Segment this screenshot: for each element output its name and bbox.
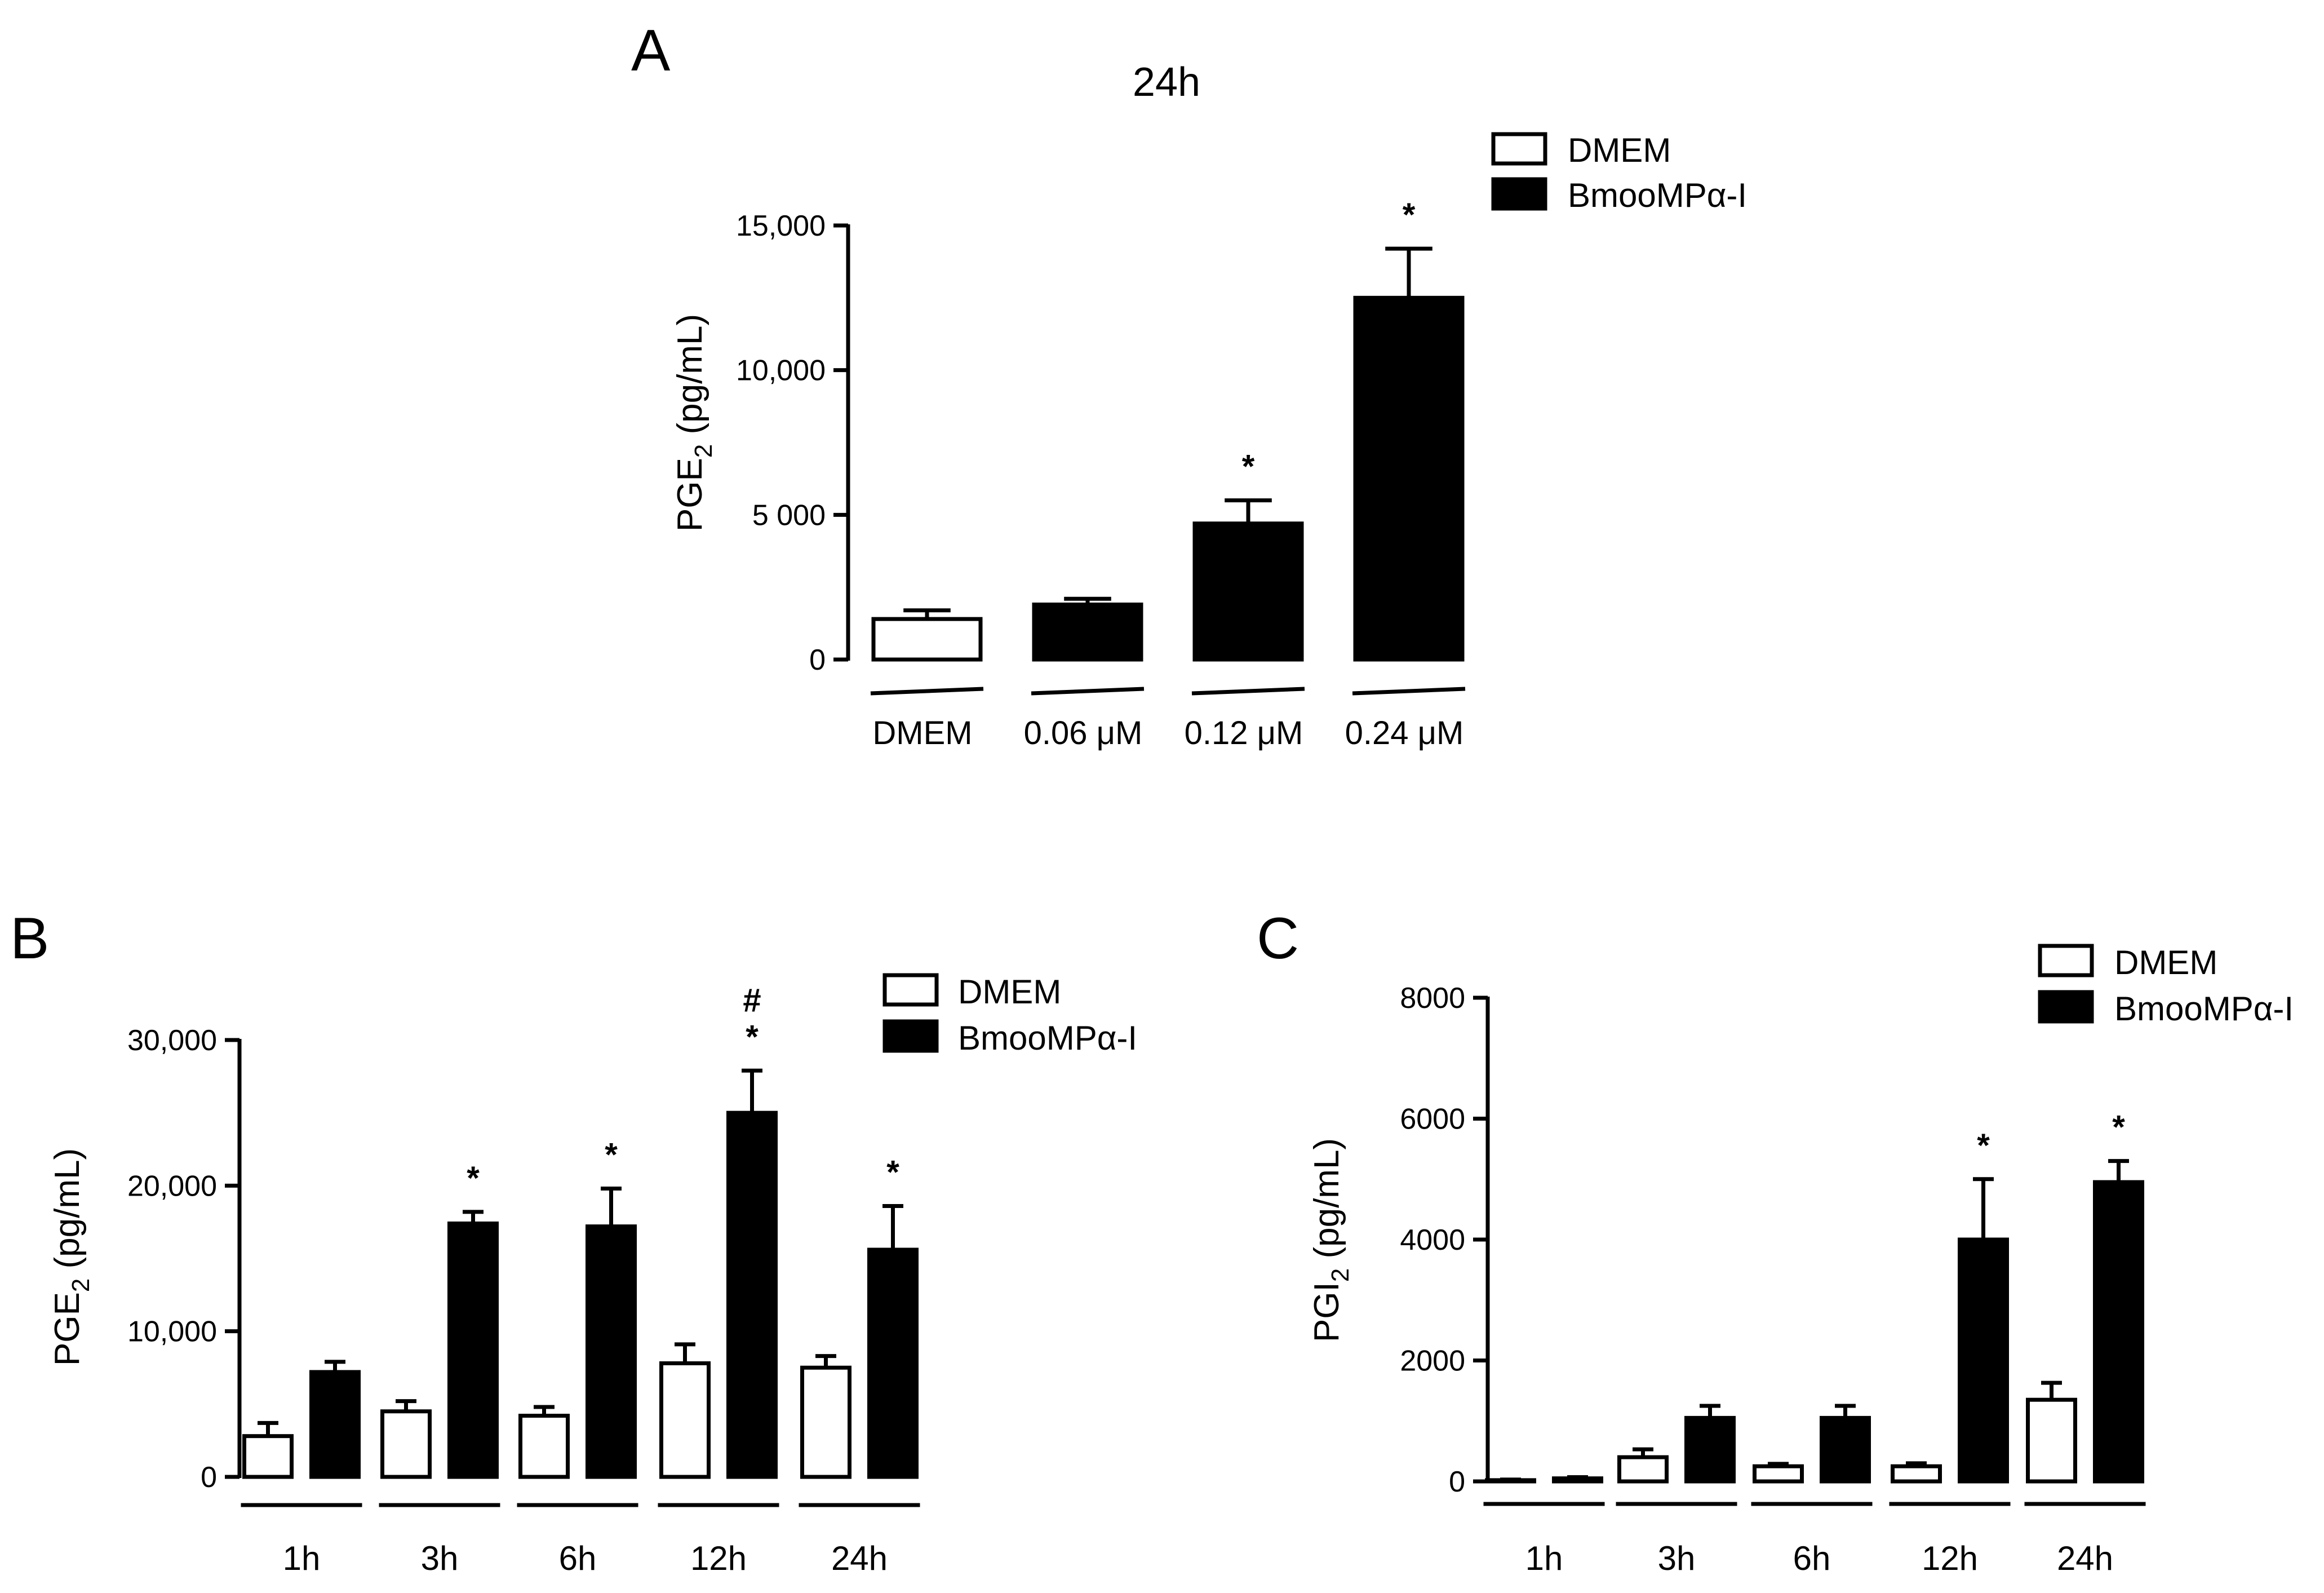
panel-a-category-label: 0.12 μM xyxy=(1185,715,1303,751)
legend-label-dmem: DMEM xyxy=(958,973,1061,1011)
panel-a-y-tick-label: 10,000 xyxy=(736,355,826,387)
panel-c-bar-bmoompa-i xyxy=(2093,1180,2144,1484)
panel-a-legend: DMEM BmooMPα-I xyxy=(1491,131,1747,214)
panel-c-category-label: 24h xyxy=(2057,1539,2113,1577)
panel-b-bar-dmem xyxy=(659,1361,711,1479)
panel-a-bar-bmoompa-i xyxy=(1192,521,1304,662)
panel-a: A 24h PGE2 (pg/mL) DMEM BmooMPα-I 0 5 000… xyxy=(631,18,1747,751)
panel-a-category-label: DMEM xyxy=(872,715,972,751)
panel-c-bar-dmem xyxy=(1485,1478,1536,1484)
panel-c: C PGI2 (pg/mL) DMEM BmooMPα-I 0 2000 4000 6… xyxy=(1257,906,2294,1577)
panel-c-y-tick-label: 2000 xyxy=(1400,1345,1465,1378)
panel-a-category-label: 0.24 μM xyxy=(1345,715,1464,751)
panel-c-significance-marker: * xyxy=(2112,1109,2125,1146)
panel-b-bar-dmem xyxy=(800,1365,851,1479)
panel-b-category-label: 24h xyxy=(831,1539,888,1577)
panel-a-bar-bmoompa-i xyxy=(1353,295,1465,662)
panel-b: B PGE2 (pg/mL) DMEM BmooMPα-I 0 10,000 20,… xyxy=(10,906,1137,1577)
panel-c-y-tick-label: 0 xyxy=(1449,1466,1465,1498)
panel-b-hash-marker: # xyxy=(743,982,761,1019)
panel-b-bar-dmem xyxy=(380,1409,432,1479)
panel-b-y-tick-label: 20,000 xyxy=(127,1170,217,1202)
panel-a-category-line xyxy=(1031,687,1145,696)
panel-c-category-label: 1h xyxy=(1525,1539,1563,1577)
panel-a-y-axis-label: PGE2 (pg/mL) xyxy=(671,314,717,532)
panel-b-bar-bmoompa-i xyxy=(867,1247,919,1479)
panel-b-bar-dmem xyxy=(242,1434,294,1479)
panel-a-category-label: 0.06 μM xyxy=(1024,715,1143,751)
legend-swatch-bmoompa-i xyxy=(882,1019,939,1053)
panel-c-category-label: 3h xyxy=(1658,1539,1696,1577)
panel-a-title: 24h xyxy=(1133,60,1200,105)
legend-label-dmem: DMEM xyxy=(1568,131,1671,169)
legend-swatch-bmoompa-i xyxy=(2038,990,2094,1024)
legend-label-bmoompa-i: BmooMPα-I xyxy=(958,1019,1137,1057)
panel-b-significance-marker: * xyxy=(605,1137,618,1174)
panel-b-y-axis-label: PGE2 (pg/mL) xyxy=(48,1148,95,1366)
panel-b-bar-bmoompa-i xyxy=(447,1222,499,1479)
panel-a-significance-marker: * xyxy=(1403,197,1416,233)
panel-c-y-tick-label: 4000 xyxy=(1400,1224,1465,1256)
panel-b-significance-marker: * xyxy=(746,1019,759,1055)
panel-a-significance-marker: * xyxy=(1242,449,1255,485)
panel-b-letter: B xyxy=(10,906,49,971)
panel-a-bar-dmem xyxy=(871,617,983,662)
panel-b-y-tick-label: 0 xyxy=(201,1461,217,1494)
panel-c-bar-dmem xyxy=(2026,1397,2077,1484)
panel-a-y-tick-label: 5 000 xyxy=(752,499,826,532)
panel-a-y-tick-label: 0 xyxy=(809,644,826,676)
panel-a-category-line xyxy=(1191,687,1305,696)
panel-b-category-label: 6h xyxy=(559,1539,597,1577)
panel-c-bar-dmem xyxy=(1891,1464,1942,1484)
panel-b-category-label: 3h xyxy=(421,1539,459,1577)
panel-b-legend: DMEM BmooMPα-I xyxy=(882,973,1137,1057)
panel-a-category-line xyxy=(1352,687,1466,696)
legend-swatch-dmem xyxy=(2038,944,2094,977)
panel-c-bar-dmem xyxy=(1753,1464,1804,1484)
panel-c-letter: C xyxy=(1257,906,1299,971)
panel-b-significance-marker: * xyxy=(467,1160,480,1197)
panel-c-bar-bmoompa-i xyxy=(1820,1415,1871,1484)
panel-a-bar-bmoompa-i xyxy=(1032,602,1143,662)
panel-c-bar-bmoompa-i xyxy=(1958,1237,2009,1484)
legend-swatch-bmoompa-i xyxy=(1491,177,1547,211)
panel-c-bar-bmoompa-i xyxy=(1684,1415,1736,1484)
panel-b-category-label: 12h xyxy=(690,1539,747,1577)
panel-a-category-line xyxy=(870,687,984,696)
legend-label-dmem: DMEM xyxy=(2114,944,2217,981)
legend-swatch-dmem xyxy=(882,973,939,1007)
panel-c-y-tick-label: 6000 xyxy=(1400,1103,1465,1136)
panel-b-y-tick-label: 10,000 xyxy=(127,1316,217,1348)
panel-c-significance-marker: * xyxy=(1977,1127,1990,1164)
panel-b-bar-dmem xyxy=(518,1414,570,1479)
panel-c-bar-bmoompa-i xyxy=(1552,1476,1603,1484)
panel-c-category-label: 12h xyxy=(1922,1539,1978,1577)
panel-a-letter: A xyxy=(631,18,671,83)
panel-a-y-tick-label: 15,000 xyxy=(736,210,826,242)
panel-b-significance-marker: * xyxy=(886,1154,899,1191)
panel-c-legend: DMEM BmooMPα-I xyxy=(2038,944,2294,1028)
panel-b-category-label: 1h xyxy=(283,1539,321,1577)
panel-c-y-axis-label: PGI2 (pg/mL) xyxy=(1307,1138,1354,1342)
panel-b-bar-bmoompa-i xyxy=(309,1370,361,1479)
panel-b-bar-bmoompa-i xyxy=(726,1110,778,1479)
panel-b-y-tick-label: 30,000 xyxy=(127,1024,217,1057)
legend-label-bmoompa-i: BmooMPα-I xyxy=(1568,176,1747,214)
panel-c-bar-dmem xyxy=(1617,1455,1669,1484)
panel-c-category-label: 6h xyxy=(1793,1539,1831,1577)
panel-c-y-tick-label: 8000 xyxy=(1400,982,1465,1015)
panel-b-bar-bmoompa-i xyxy=(586,1224,637,1479)
legend-swatch-dmem xyxy=(1491,132,1547,166)
legend-label-bmoompa-i: BmooMPα-I xyxy=(2114,990,2294,1028)
